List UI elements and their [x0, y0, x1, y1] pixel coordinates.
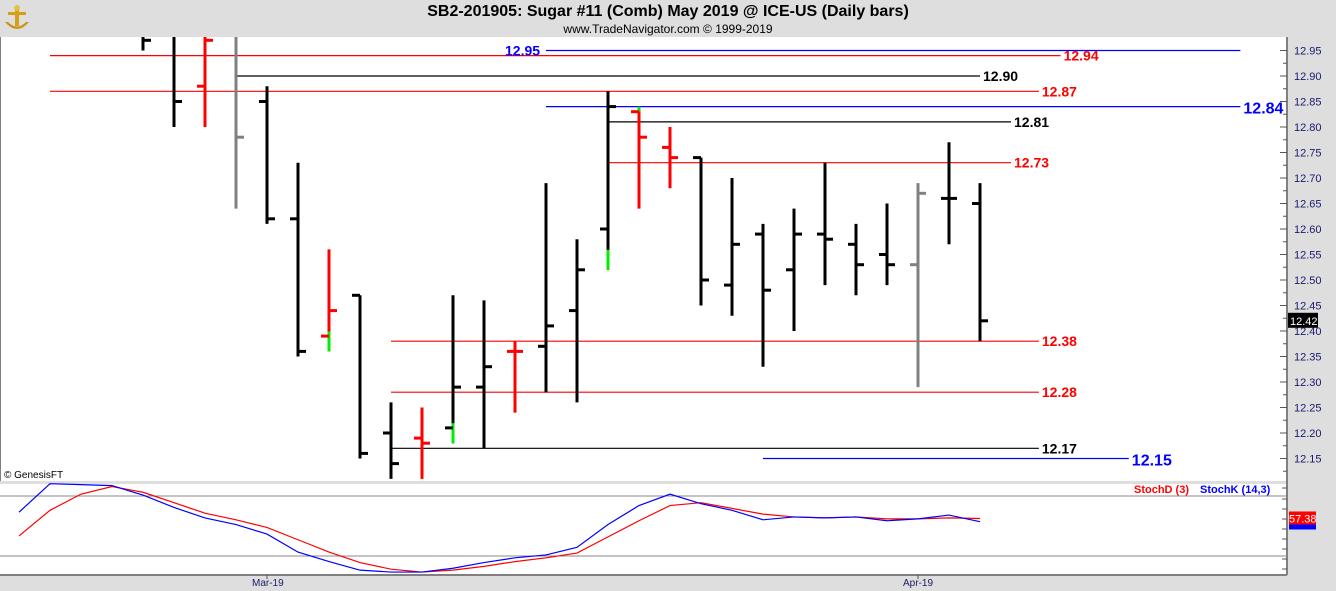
level-label: 12.17 — [1042, 440, 1077, 456]
y-tick-label: 12.40 — [1294, 326, 1322, 338]
ohlc-bar[interactable] — [135, 30, 151, 51]
y-tick-label: 12.75 — [1294, 148, 1322, 160]
y-tick-label: 12.85 — [1294, 97, 1322, 109]
ohlc-bar[interactable] — [941, 142, 957, 245]
ohlc-bar[interactable] — [910, 183, 926, 388]
last-price-label: 12.42 — [1290, 316, 1318, 328]
ohlc-bar[interactable] — [786, 208, 802, 331]
x-tick-label: Apr-19 — [903, 578, 933, 589]
y-tick-label: 12.45 — [1294, 301, 1322, 313]
chart-title: SB2-201905: Sugar #11 (Comb) May 2019 @ … — [427, 3, 909, 20]
stochd-value-box — [1289, 511, 1316, 525]
ohlc-bar[interactable] — [383, 402, 399, 479]
ohlc-bar[interactable] — [879, 203, 895, 286]
ohlc-bar[interactable] — [662, 127, 678, 189]
ohlc-bar[interactable] — [755, 223, 771, 367]
level-label: 12.81 — [1014, 114, 1049, 130]
level-label: 12.95 — [505, 43, 540, 59]
ohlc-bar[interactable] — [321, 249, 337, 352]
y-tick-label: 12.50 — [1294, 275, 1322, 287]
ohlc-bar[interactable] — [724, 178, 740, 316]
y-tick-label: 12.20 — [1294, 428, 1322, 440]
ohlc-bar[interactable] — [693, 156, 709, 306]
last-price-box — [1288, 312, 1318, 328]
chart-subtitle: www.TradeNavigator.com © 1999-2019 — [563, 22, 773, 36]
price-plot — [50, 30, 1241, 479]
ohlc-bar[interactable] — [352, 293, 368, 459]
y-tick-label: 12.95 — [1294, 46, 1322, 58]
ohlc-bar[interactable] — [507, 341, 523, 413]
ohlc-bar[interactable] — [600, 91, 616, 270]
y-tick-label: 12.90 — [1294, 71, 1322, 83]
ohlc-bar[interactable] — [290, 162, 306, 357]
stochk-value-box — [1289, 523, 1316, 530]
y-tick-label: 12.30 — [1294, 377, 1322, 389]
ohlc-bar[interactable] — [259, 86, 275, 224]
stochd-value-label: 57.38 — [1289, 513, 1317, 525]
level-label: 12.84 — [1243, 101, 1283, 118]
level-label: 12.90 — [983, 68, 1018, 84]
y-tick-label: 12.55 — [1294, 250, 1322, 262]
legend-stochk: StochK (14,3) — [1200, 484, 1271, 496]
level-label: 12.28 — [1042, 384, 1077, 400]
level-label: 12.87 — [1042, 83, 1077, 99]
y-tick-label: 12.35 — [1294, 352, 1322, 364]
ohlc-bar[interactable] — [476, 300, 492, 449]
level-label: 12.15 — [1132, 453, 1172, 470]
ohlc-bar[interactable] — [631, 106, 647, 209]
stochk-line — [18, 483, 981, 573]
level-label: 12.38 — [1042, 333, 1077, 349]
ohlc-bar[interactable] — [569, 239, 585, 403]
legend-stochd: StochD (3) — [1134, 484, 1189, 496]
ohlc-bar[interactable] — [848, 223, 864, 296]
ohlc-bar[interactable] — [414, 407, 430, 479]
gold-anchor-logo-icon — [5, 5, 29, 29]
level-label: 12.73 — [1014, 155, 1049, 171]
ohlc-bar[interactable] — [817, 162, 833, 286]
price-panel — [0, 37, 1287, 481]
ohlc-bar[interactable] — [972, 183, 988, 342]
y-tick-label: 12.25 — [1294, 403, 1322, 415]
ohlc-bar[interactable] — [197, 30, 213, 127]
level-label: 12.94 — [1064, 48, 1099, 64]
y-tick-label: 12.65 — [1294, 199, 1322, 211]
y-tick-label: 12.15 — [1294, 454, 1322, 466]
ohlc-bar[interactable] — [228, 30, 244, 209]
x-tick-label: Mar-19 — [252, 578, 284, 589]
y-tick-label: 12.60 — [1294, 224, 1322, 236]
stochastic-panel — [0, 484, 1287, 574]
ohlc-bar[interactable] — [166, 30, 182, 127]
ohlc-bar[interactable] — [538, 183, 554, 393]
watermark: © GenesisFT — [4, 470, 63, 481]
y-tick-label: 12.70 — [1294, 173, 1322, 185]
ohlc-bar[interactable] — [445, 295, 461, 444]
y-tick-label: 12.80 — [1294, 122, 1322, 134]
